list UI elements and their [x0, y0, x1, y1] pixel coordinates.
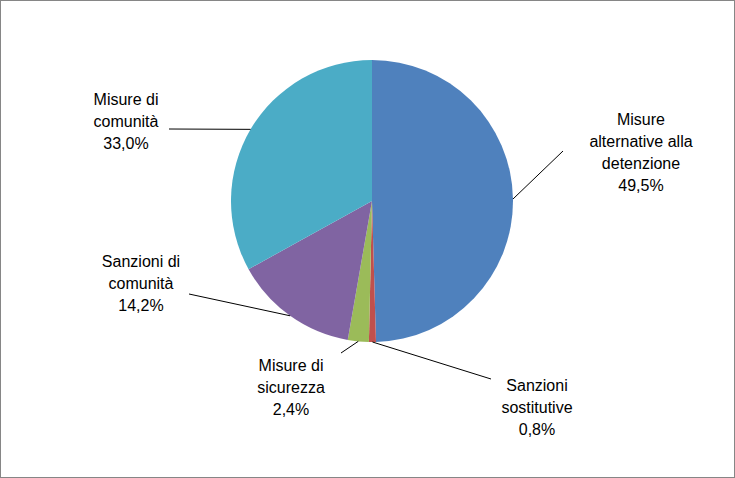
- svg-text:Misure disicurezza2,4%: Misure disicurezza2,4%: [257, 357, 325, 418]
- svg-text:Sanzionisostitutive0,8%: Sanzionisostitutive0,8%: [501, 377, 572, 438]
- svg-text:Misure dicomunità33,0%: Misure dicomunità33,0%: [94, 91, 159, 152]
- svg-text:Misurealternative alladetenzio: Misurealternative alladetenzione49,5%: [589, 111, 692, 194]
- svg-text:Sanzioni dicomunità14,2%: Sanzioni dicomunità14,2%: [102, 253, 180, 314]
